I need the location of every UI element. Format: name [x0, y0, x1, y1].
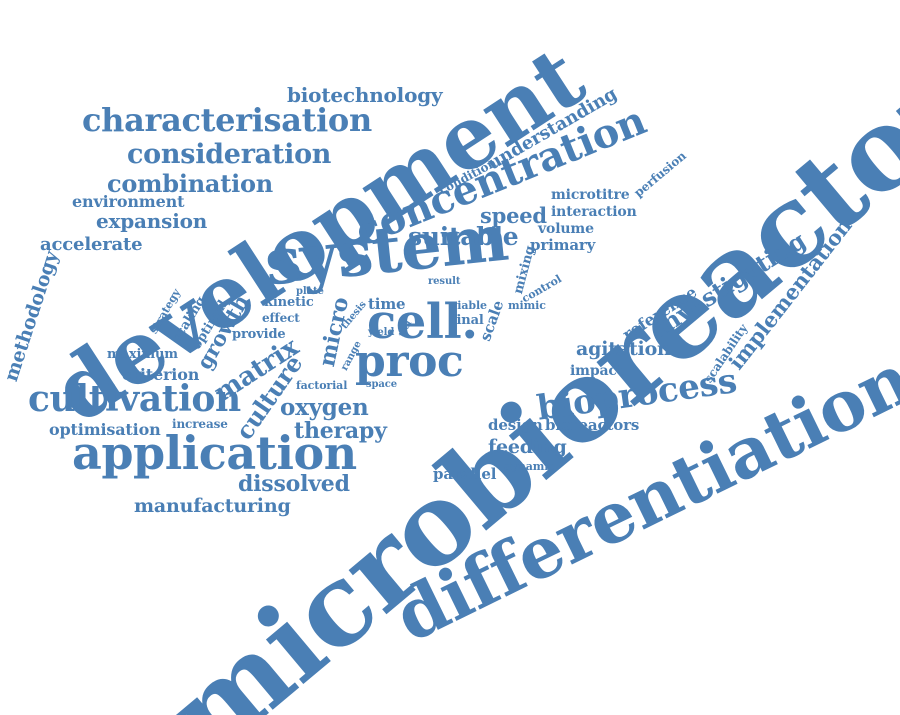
word-proc: proc	[355, 336, 464, 387]
word-viable: viable	[451, 299, 487, 312]
word-effect: effect	[262, 311, 300, 325]
word-kinetic: kinetic	[264, 295, 314, 310]
word-biotechnology: biotechnology	[287, 83, 443, 107]
word-perfusion: perfusion	[631, 148, 689, 200]
word-final: final	[451, 313, 484, 328]
word-result: result	[428, 276, 461, 287]
word-environment: environment	[72, 192, 185, 211]
word-maximum: maximum	[107, 347, 178, 362]
word-agitation: agitation	[576, 338, 671, 360]
word-microtitre: microtitre	[551, 187, 630, 203]
word-increase: increase	[172, 417, 228, 431]
word-provide: provide	[232, 327, 286, 342]
word-plate: plate	[296, 286, 324, 297]
word-dynamic: dynamic	[504, 460, 555, 473]
word-speed: speed	[480, 203, 547, 228]
word-time: time	[368, 295, 406, 313]
word-combination: combination	[107, 169, 273, 198]
word-application: application	[72, 426, 357, 480]
word-design: design	[488, 416, 543, 434]
word-impact: impact	[570, 363, 624, 379]
word-expansion: expansion	[96, 209, 208, 233]
word-characterisation: characterisation	[82, 101, 372, 139]
word-interaction: interaction	[551, 204, 637, 220]
word-mimic: mimic	[508, 299, 546, 312]
word-therapy: therapy	[294, 418, 387, 444]
word-space: space	[366, 379, 398, 390]
word-cultivation: cultivation	[28, 378, 241, 420]
word-dissolved: dissolved	[238, 471, 350, 497]
word-parallel: parallel	[433, 465, 497, 483]
word-factorial: factorial	[296, 379, 348, 392]
word-yield: yield	[368, 327, 395, 338]
word-bioreactors: bioreactors	[545, 416, 640, 434]
word-manufacturing: manufacturing	[134, 495, 291, 517]
word-primary: primary	[530, 236, 596, 254]
word-cell: cell.	[367, 294, 478, 350]
word-oxygen: oxygen	[280, 394, 369, 421]
word-feeding: feeding	[488, 436, 567, 458]
word-accelerate: accelerate	[40, 234, 143, 255]
word-criterion: criterion	[122, 365, 200, 384]
word-optimisation: optimisation	[49, 420, 161, 439]
word-consideration: consideration	[127, 139, 332, 170]
word-volume: volume	[538, 221, 594, 237]
word-suitable: suitable	[408, 222, 519, 251]
